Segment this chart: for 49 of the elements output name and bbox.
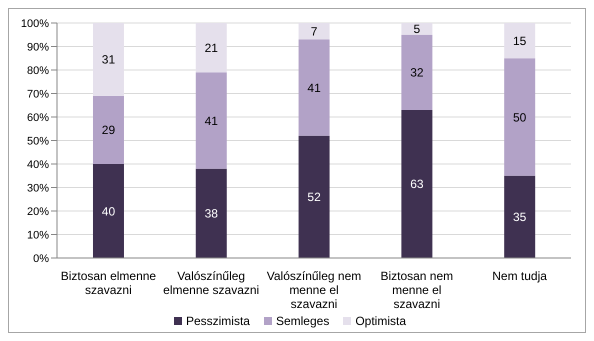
y-tick-label: 100% (20, 18, 50, 30)
data-label: 41 (204, 114, 218, 128)
data-label: 38 (204, 206, 218, 221)
data-label: 35 (513, 210, 527, 224)
legend-label: Semleges (276, 314, 330, 328)
y-tick-label: 0% (33, 252, 50, 265)
data-label: 50 (513, 110, 527, 124)
data-label: 52 (307, 190, 322, 204)
y-tick-label: 90% (26, 41, 50, 54)
data-label: 32 (410, 66, 424, 80)
bar (196, 168, 227, 258)
y-tick-label: 20% (26, 206, 50, 218)
bar (196, 23, 227, 72)
x-tick-label: Biztosan elmenne szavazni (60, 269, 156, 297)
data-label: 5 (414, 22, 421, 36)
bar (401, 34, 432, 110)
y-tick-label: 10% (26, 229, 50, 242)
bar (92, 23, 124, 96)
y-tick-label: 30% (26, 182, 50, 194)
data-label: 63 (410, 177, 424, 192)
bar (504, 23, 536, 58)
legend-label: Optimista (355, 314, 406, 328)
bar (298, 136, 330, 258)
legend-label: Pesszimista (186, 314, 250, 328)
x-tick-label: Valószínűleg nem menne el szavazni (266, 269, 362, 311)
bar (504, 58, 536, 176)
bar (401, 23, 432, 35)
bar (401, 110, 432, 258)
y-tick-label: 80% (26, 64, 50, 77)
data-label: 41 (307, 80, 322, 95)
bar (92, 164, 124, 258)
data-label: 40 (102, 204, 116, 218)
x-tick-label: Biztosan nem menne el szavazni (380, 269, 454, 311)
data-label: 31 (102, 52, 116, 67)
data-label: 15 (513, 34, 527, 48)
bar (92, 96, 124, 164)
x-tick-label: Nem tudja (492, 269, 548, 283)
y-tick-label: 40% (26, 158, 50, 171)
y-tick-label: 50% (26, 135, 50, 148)
y-tick-label: 60% (26, 112, 50, 124)
bar (298, 23, 330, 40)
bar (298, 39, 330, 136)
data-label: 29 (102, 123, 116, 138)
y-tick-label: 70% (26, 88, 50, 100)
x-tick-label: Valószínűleg elmenne szavazni (163, 269, 260, 297)
bar (196, 72, 227, 169)
data-label: 21 (204, 40, 218, 55)
data-label: 7 (310, 24, 318, 38)
bar (504, 176, 536, 258)
